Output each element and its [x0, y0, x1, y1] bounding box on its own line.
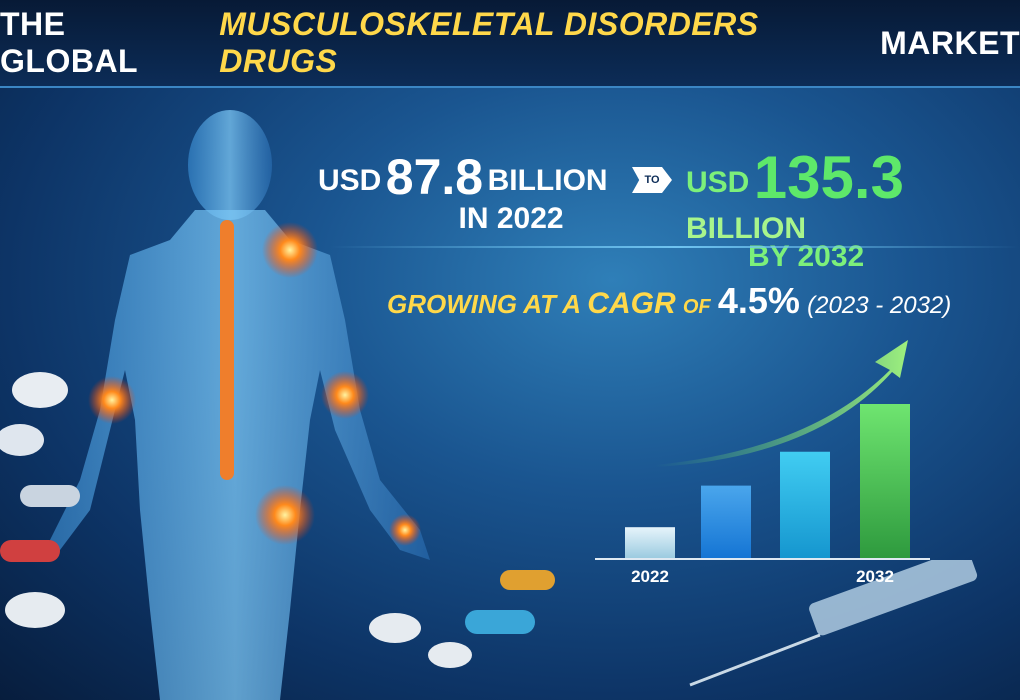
elbow-pain-glow-left	[88, 376, 136, 424]
header: THE GLOBAL MUSCULOSKELETAL DISORDERS DRU…	[0, 0, 1020, 88]
cagr-prefix: GROWING AT A	[387, 289, 581, 319]
bar-2032	[860, 404, 910, 558]
cagr-period: (2023 - 2032)	[807, 292, 952, 319]
bar-mid-2	[780, 451, 830, 558]
syringe-illustration	[689, 560, 978, 687]
start-value: 87.8	[385, 149, 484, 205]
pills-illustration	[0, 372, 555, 668]
growth-bar-chart: 2022 2032	[595, 340, 930, 586]
shoulder-pain-glow	[262, 222, 318, 278]
hip-pain-glow	[255, 485, 315, 545]
wrist-pain-glow	[389, 514, 421, 546]
spine-highlight	[220, 220, 234, 480]
start-period: IN 2022	[458, 202, 564, 235]
end-value-block: USD 135.3 BILLION BY 2032	[686, 143, 1020, 274]
end-period: BY 2032	[748, 240, 865, 273]
start-currency: USD	[318, 164, 382, 197]
cagr-value: 4.5%	[717, 280, 800, 321]
start-value-block: USD 87.8 BILLION IN 2022	[318, 148, 608, 236]
elbow-pain-glow	[321, 371, 369, 419]
trend-arrow	[655, 340, 908, 467]
end-unit: BILLION	[686, 212, 806, 245]
divider	[330, 246, 1020, 248]
body-silhouette	[40, 110, 430, 700]
to-arrow-badge: TO	[632, 167, 672, 193]
end-currency: USD	[686, 166, 750, 199]
bar-2022	[625, 527, 675, 558]
human-figure-illustration	[0, 110, 555, 700]
start-unit: BILLION	[487, 164, 608, 197]
cagr-of: OF	[682, 296, 711, 318]
title-highlight: MUSCULOSKELETAL DISORDERS DRUGS	[219, 6, 759, 79]
cagr-label: CAGR	[587, 287, 676, 320]
title-suffix: MARKET	[880, 24, 1020, 61]
tick-label: 2032	[856, 567, 894, 586]
title-prefix: THE GLOBAL	[0, 6, 139, 79]
tick-label: 2022	[631, 567, 669, 586]
cagr-line: GROWING AT A CAGR OF 4.5% (2023 - 2032)	[387, 280, 951, 322]
end-value: 135.3	[753, 144, 904, 211]
bar-mid-1	[701, 485, 751, 558]
